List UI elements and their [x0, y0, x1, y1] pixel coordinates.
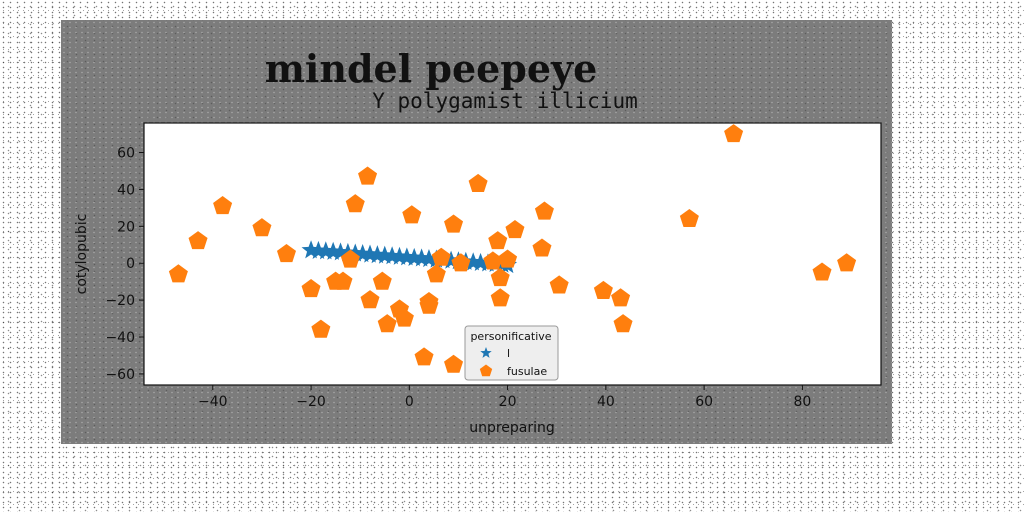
x-tick-label: 0 — [405, 394, 414, 410]
data-point-pentagon — [724, 124, 744, 143]
data-point-pentagon — [358, 166, 378, 185]
data-point-pentagon — [340, 249, 360, 268]
data-point-pentagon — [301, 279, 321, 298]
legend-star-marker — [480, 347, 492, 358]
y-axis-label: cotylopubic — [74, 214, 90, 295]
data-point-pentagon — [188, 231, 208, 250]
data-point-pentagon — [311, 319, 331, 338]
data-point-pentagon — [490, 267, 510, 287]
data-point-pentagon — [468, 173, 488, 192]
data-point-pentagon — [444, 354, 464, 373]
x-tick-label: −40 — [198, 394, 228, 410]
legend-star-shape — [480, 347, 492, 358]
data-point-pentagon — [372, 271, 392, 290]
x-tick-label: 40 — [597, 394, 615, 410]
data-point-pentagon — [252, 218, 272, 237]
y-tick-label: 60 — [117, 146, 135, 162]
data-point-pentagon — [498, 249, 518, 268]
legend-title: personificative — [470, 330, 551, 343]
data-point-pentagon — [549, 275, 569, 294]
x-tick-label: 20 — [499, 394, 517, 410]
legend-pentagon-shape — [479, 364, 493, 377]
y-tick-label: −40 — [105, 330, 135, 346]
data-point-pentagon — [213, 196, 233, 215]
data-point-pentagon — [613, 314, 633, 333]
x-axis-label: unpreparing — [469, 420, 555, 436]
data-point-pentagon — [426, 264, 446, 283]
legend-label-fusulae: fusulae — [507, 365, 547, 378]
data-point-pentagon — [837, 253, 857, 272]
x-tick-label: 60 — [695, 394, 713, 410]
data-point-pentagon — [168, 264, 188, 283]
y-tick-label: −20 — [105, 293, 135, 309]
legend-label-l: l — [507, 347, 510, 360]
data-point-pentagon — [360, 290, 380, 309]
chart-title: Y polygamist illicium — [372, 89, 638, 113]
data-point-pentagon — [679, 208, 699, 228]
y-tick-label: 40 — [117, 182, 135, 198]
data-point-pentagon — [444, 214, 464, 233]
data-point-pentagon — [414, 347, 434, 366]
data-point-pentagon — [483, 251, 503, 270]
data-point-pentagon — [488, 231, 508, 250]
legend: personificative l fusulae — [464, 325, 559, 381]
x-tick-label: 80 — [793, 394, 811, 410]
data-point-pentagon — [611, 288, 631, 307]
data-point-pentagon — [419, 295, 439, 314]
figure-title: mindel peepeye — [264, 46, 598, 91]
data-point-pentagon — [394, 308, 414, 327]
data-point-pentagon — [505, 220, 525, 239]
data-point-pentagon — [377, 314, 397, 333]
data-point-pentagon — [534, 201, 554, 220]
data-point-pentagon — [276, 244, 296, 263]
data-point-pentagon — [812, 262, 832, 281]
y-tick-label: 0 — [126, 256, 135, 272]
data-point-pentagon — [532, 238, 552, 257]
y-axis-ticks: −60 −40 −20 0 20 40 60 — [105, 146, 144, 383]
legend-pentagon-marker — [479, 364, 493, 377]
data-point-pentagon — [593, 280, 613, 299]
data-point-pentagon — [451, 253, 471, 272]
data-point-pentagon — [431, 247, 451, 266]
data-points — [168, 124, 857, 373]
data-point-pentagon — [345, 194, 365, 213]
y-tick-label: −60 — [105, 367, 135, 383]
data-point-pentagon — [402, 205, 422, 224]
data-point-pentagon — [333, 271, 353, 290]
y-tick-label: 20 — [117, 219, 135, 235]
x-axis-ticks: −40 −20 0 20 40 60 80 — [198, 385, 811, 410]
data-point-star — [308, 240, 328, 259]
x-tick-label: −20 — [296, 394, 326, 410]
data-point-pentagon — [490, 288, 510, 307]
